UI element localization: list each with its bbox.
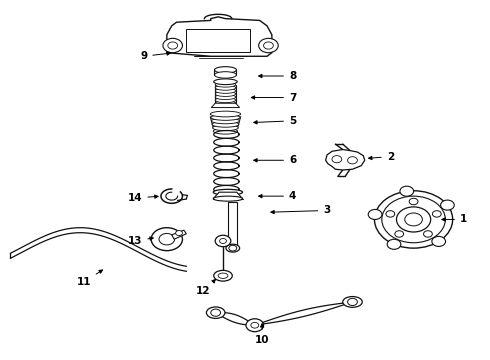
Ellipse shape: [213, 129, 238, 134]
Circle shape: [423, 231, 432, 237]
Circle shape: [215, 235, 231, 247]
Circle shape: [332, 156, 342, 163]
Circle shape: [259, 39, 278, 53]
Circle shape: [347, 298, 357, 306]
Text: 7: 7: [251, 93, 296, 103]
Circle shape: [229, 245, 237, 251]
Polygon shape: [211, 103, 240, 108]
Circle shape: [220, 238, 226, 243]
Ellipse shape: [214, 270, 232, 281]
Circle shape: [387, 239, 401, 249]
Ellipse shape: [212, 118, 240, 124]
Circle shape: [400, 186, 414, 196]
Ellipse shape: [215, 91, 236, 96]
Text: 11: 11: [76, 270, 102, 287]
Ellipse shape: [213, 125, 238, 131]
Polygon shape: [186, 30, 250, 51]
Ellipse shape: [215, 98, 236, 103]
Ellipse shape: [206, 307, 225, 319]
Text: 13: 13: [128, 236, 153, 246]
Text: 5: 5: [254, 116, 296, 126]
Text: 4: 4: [259, 191, 296, 201]
Circle shape: [264, 42, 273, 49]
Circle shape: [432, 211, 441, 217]
Ellipse shape: [215, 67, 237, 73]
Polygon shape: [228, 202, 237, 246]
Text: 14: 14: [128, 193, 158, 203]
Circle shape: [159, 233, 174, 245]
Ellipse shape: [213, 196, 243, 201]
Ellipse shape: [218, 273, 228, 278]
Polygon shape: [213, 192, 243, 199]
Circle shape: [175, 230, 182, 235]
Polygon shape: [167, 17, 272, 56]
Text: 2: 2: [368, 152, 394, 162]
Circle shape: [432, 237, 445, 247]
Text: 8: 8: [259, 71, 296, 81]
Circle shape: [441, 200, 454, 210]
Ellipse shape: [226, 244, 240, 252]
Text: 9: 9: [140, 51, 171, 61]
Circle shape: [409, 198, 418, 205]
Circle shape: [246, 319, 264, 332]
Ellipse shape: [215, 101, 236, 106]
Ellipse shape: [215, 72, 237, 78]
Circle shape: [374, 191, 453, 248]
Text: 3: 3: [271, 206, 330, 216]
Ellipse shape: [215, 85, 236, 90]
Text: 1: 1: [442, 215, 467, 224]
Ellipse shape: [213, 189, 243, 195]
Circle shape: [151, 228, 182, 251]
Circle shape: [395, 231, 404, 237]
Ellipse shape: [214, 79, 237, 85]
Circle shape: [382, 196, 445, 243]
Ellipse shape: [210, 111, 241, 117]
Circle shape: [347, 157, 357, 164]
Circle shape: [211, 309, 220, 316]
Circle shape: [396, 207, 431, 232]
Text: 6: 6: [254, 155, 296, 165]
Text: 10: 10: [255, 324, 270, 345]
Ellipse shape: [211, 114, 240, 120]
Ellipse shape: [215, 82, 236, 87]
Circle shape: [163, 39, 182, 53]
Ellipse shape: [215, 88, 236, 93]
Polygon shape: [326, 149, 365, 170]
Circle shape: [251, 322, 259, 328]
Polygon shape: [172, 230, 186, 239]
Text: 12: 12: [196, 279, 216, 296]
Ellipse shape: [212, 121, 239, 127]
Ellipse shape: [343, 297, 362, 307]
Circle shape: [168, 42, 177, 49]
Circle shape: [368, 210, 382, 220]
Circle shape: [386, 211, 395, 217]
Circle shape: [405, 213, 422, 226]
Ellipse shape: [215, 95, 236, 100]
